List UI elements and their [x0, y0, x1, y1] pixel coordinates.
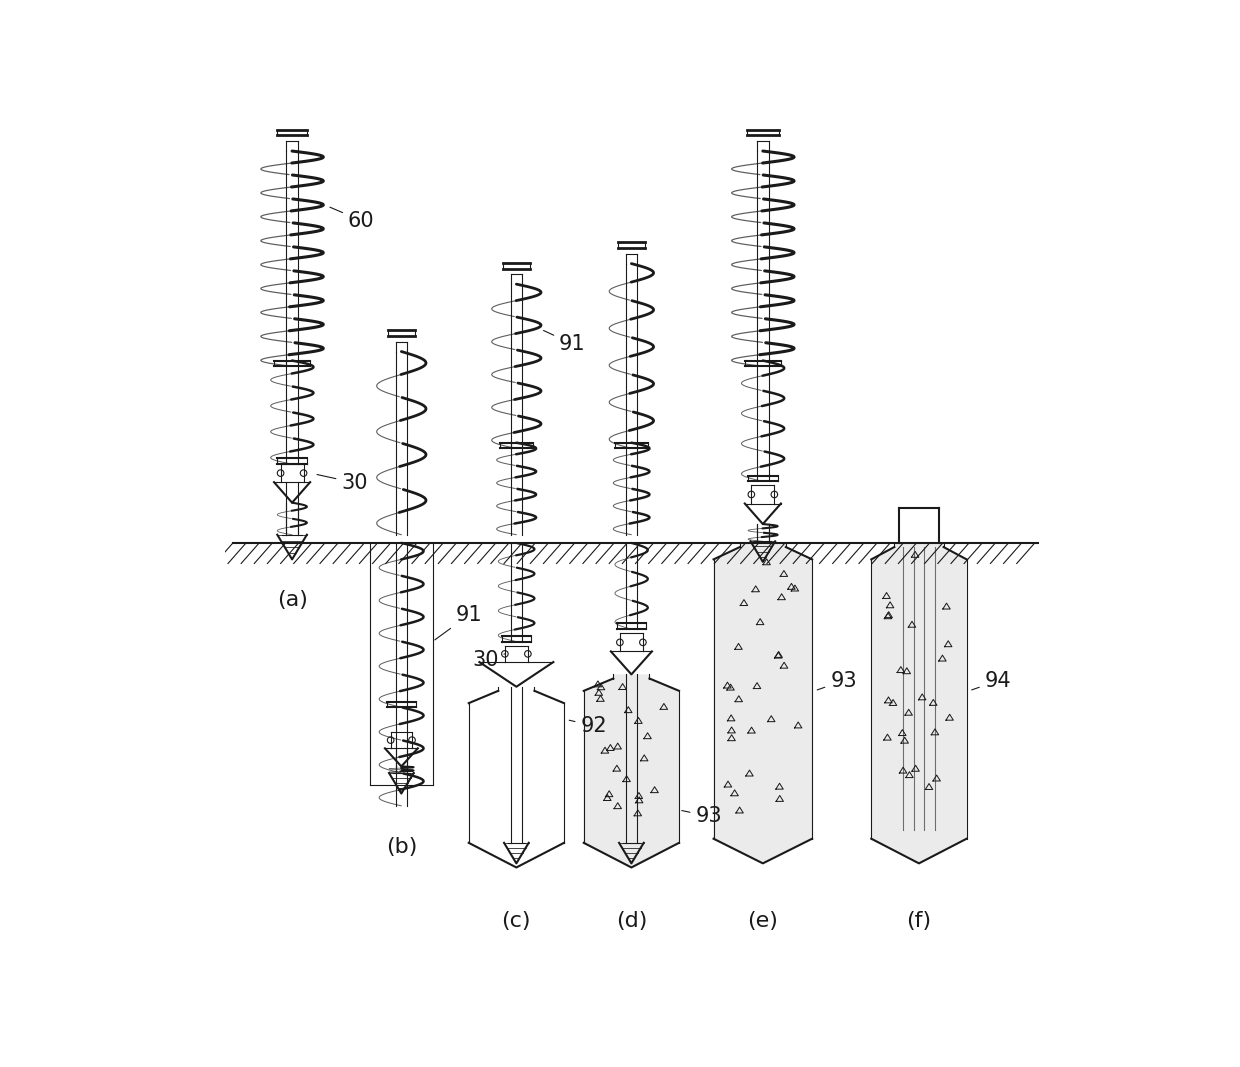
Text: 91: 91	[543, 331, 585, 354]
Text: 93: 93	[817, 671, 857, 690]
Text: (c): (c)	[502, 911, 531, 930]
Polygon shape	[872, 543, 967, 863]
Text: 30: 30	[317, 473, 368, 493]
Text: (e): (e)	[748, 911, 779, 930]
Text: 60: 60	[330, 207, 374, 230]
Polygon shape	[713, 543, 812, 863]
Text: (f): (f)	[906, 911, 931, 930]
Text: 93: 93	[682, 807, 722, 826]
Text: (b): (b)	[386, 837, 417, 857]
Text: 30: 30	[472, 650, 505, 670]
Text: (a): (a)	[277, 590, 308, 610]
Text: 94: 94	[972, 671, 1012, 690]
Text: 92: 92	[569, 716, 608, 736]
Text: 91: 91	[435, 605, 482, 640]
Text: (d): (d)	[616, 911, 647, 930]
Polygon shape	[584, 674, 680, 867]
